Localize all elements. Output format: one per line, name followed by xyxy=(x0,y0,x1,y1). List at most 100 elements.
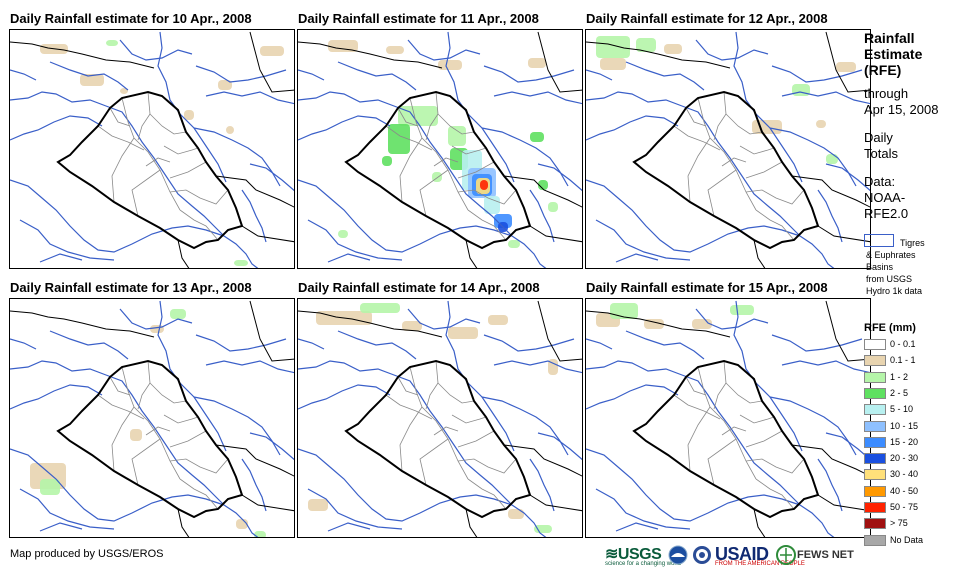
rainfall-cell xyxy=(816,120,826,128)
usaid-logo-text: USAID xyxy=(715,544,769,564)
rfe-legend-title: RFE (mm) xyxy=(864,322,916,334)
rainfall-cell xyxy=(120,88,128,94)
data-source: Data: NOAA- RFE2.0 xyxy=(864,174,909,221)
map-panel-6 xyxy=(585,298,871,538)
rfe-label: 40 - 50 xyxy=(890,485,919,496)
rfe-label: 10 - 15 xyxy=(890,420,919,431)
rainfall-cell xyxy=(254,531,266,537)
rfe-swatch xyxy=(864,420,886,432)
rfe-swatch xyxy=(864,453,886,465)
rainfall-cell xyxy=(438,60,462,70)
daily-totals: Daily Totals xyxy=(864,130,898,161)
rfe-label: 1 - 2 xyxy=(890,371,909,382)
rfe-swatch xyxy=(864,404,886,416)
usaid-tagline: FROM THE AMERICAN PEOPLE xyxy=(715,561,805,567)
rfe-label: 15 - 20 xyxy=(890,436,919,447)
rainfall-cell xyxy=(752,120,782,134)
basin-note: Tigres & Euphrates Basins from USGS Hydr… xyxy=(866,238,925,296)
map-panel-5 xyxy=(297,298,583,538)
map-panel-1 xyxy=(9,29,295,269)
panel-title-3: Daily Rainfall estimate for 12 Apr., 200… xyxy=(586,11,828,26)
panel-title-6: Daily Rainfall estimate for 15 Apr., 200… xyxy=(586,280,828,295)
rainfall-cell xyxy=(226,126,234,134)
rainfall-cell xyxy=(664,44,682,54)
country-border xyxy=(344,90,532,250)
province-lines xyxy=(97,360,229,510)
rainfall-cell xyxy=(218,80,232,90)
legend-heading: Rainfall Estimate (RFE) xyxy=(864,30,923,78)
rfe-swatch xyxy=(864,436,886,448)
province-lines xyxy=(385,360,517,510)
noaa-logo-icon xyxy=(668,545,688,565)
panel-title-5: Daily Rainfall estimate for 14 Apr., 200… xyxy=(298,280,540,295)
rainfall-cell xyxy=(308,499,328,511)
river-network xyxy=(10,31,294,268)
rainfall-cell xyxy=(106,40,118,46)
rainfall-cell xyxy=(636,38,656,52)
neighbor-borders xyxy=(10,31,294,268)
neighbor-borders xyxy=(586,31,870,268)
map-svg-6 xyxy=(586,300,870,537)
rfe-label: 30 - 40 xyxy=(890,469,919,480)
rainfall-cell xyxy=(548,202,558,212)
map-svg-2 xyxy=(298,31,582,268)
map-svg-1 xyxy=(10,31,294,268)
country-border xyxy=(632,359,820,519)
map-svg-3 xyxy=(586,31,870,268)
map-svg-5 xyxy=(298,300,582,537)
map-panel-3 xyxy=(585,29,871,269)
rainfall-cell xyxy=(508,509,524,519)
rainfall-cell xyxy=(80,74,104,86)
neighbor-borders xyxy=(10,300,294,537)
neighbor-borders xyxy=(586,300,870,537)
rainfall-cell xyxy=(528,58,546,68)
fews-net-logo: FEWS NET xyxy=(797,549,854,561)
rfe-swatch xyxy=(864,502,886,513)
rainfall-cell xyxy=(130,429,142,441)
rainfall-cell xyxy=(338,230,348,238)
rainfall-cell xyxy=(596,36,630,58)
rainfall-cell xyxy=(600,58,626,70)
rainfall-areas xyxy=(308,303,558,533)
rainfall-cell xyxy=(530,132,544,142)
rfe-label: > 75 xyxy=(890,518,908,529)
dhs-seal-icon xyxy=(693,546,711,564)
usgs-tagline: science for a changing world xyxy=(605,561,682,567)
rainfall-cell xyxy=(260,46,284,56)
rainfall-cell xyxy=(484,196,500,214)
rainfall-cell xyxy=(402,321,422,331)
rainfall-cell xyxy=(548,359,558,375)
river-network xyxy=(298,300,582,537)
through-date: through Apr 15, 2008 xyxy=(864,86,939,117)
rainfall-cell xyxy=(360,303,400,313)
province-lines xyxy=(97,91,229,241)
rfe-swatch xyxy=(864,371,886,383)
rfe-label: 50 - 75 xyxy=(890,502,919,512)
rainfall-cell xyxy=(150,325,164,333)
country-border xyxy=(56,90,244,250)
rainfall-cell xyxy=(826,154,838,164)
rfe-label: 5 - 10 xyxy=(890,404,914,415)
fews-net-icon xyxy=(776,545,796,565)
country-border xyxy=(632,90,820,250)
province-lines xyxy=(673,91,805,241)
rainfall-cell xyxy=(170,309,186,319)
rfe-swatch xyxy=(864,339,886,350)
country-border xyxy=(344,359,532,519)
province-lines xyxy=(385,91,517,241)
rfe-label: 0 - 0.1 xyxy=(890,339,916,349)
rainfall-cell xyxy=(534,525,552,533)
rainfall-cell xyxy=(538,180,548,190)
map-panel-4 xyxy=(9,298,295,538)
rfe-swatch xyxy=(864,387,886,399)
rainfall-cell xyxy=(184,110,194,120)
basin-swatch xyxy=(864,234,894,247)
neighbor-borders xyxy=(298,31,582,268)
rainfall-cell xyxy=(488,315,508,325)
country-border xyxy=(56,359,244,519)
usgs-logo-text: ≋USGS xyxy=(605,546,662,563)
rfe-swatch xyxy=(864,485,886,497)
rainfall-cell xyxy=(40,479,60,495)
map-credit: Map produced by USGS/EROS xyxy=(10,548,164,560)
rainfall-cell xyxy=(448,327,478,339)
